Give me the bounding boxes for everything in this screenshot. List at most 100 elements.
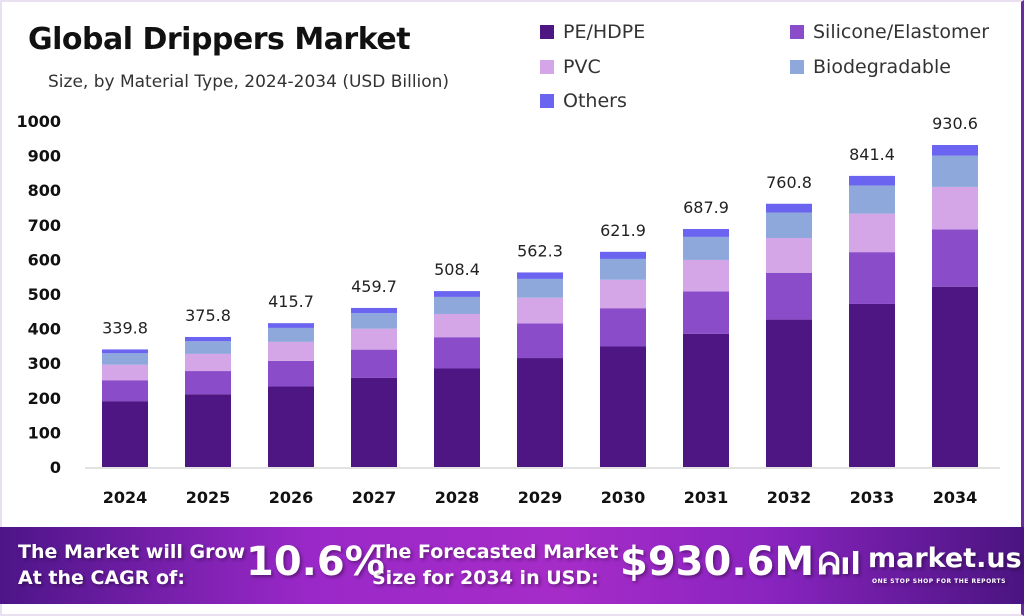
bar-segment-pvc <box>683 259 729 292</box>
legend-item-biodegradable: Biodegradable <box>790 56 951 78</box>
market-us-logo-icon: ᕱıl <box>818 547 861 582</box>
bar-segment-silicone-elastomer <box>434 337 480 369</box>
bar-segment-silicone-elastomer <box>932 229 978 287</box>
bar-segment-pe-hdpe <box>268 386 314 467</box>
cagr-label-line2: At the CAGR of: <box>18 567 185 589</box>
legend-item-pvc: PVC <box>540 56 601 78</box>
bar-segment-biodegradable <box>849 185 895 214</box>
bar-segment-biodegradable <box>434 296 480 314</box>
bar-segment-silicone-elastomer <box>351 349 397 378</box>
brand-tagline: ONE STOP SHOP FOR THE REPORTS <box>872 578 1006 585</box>
forecast-label: The Forecasted Market Size for 2034 in US… <box>372 539 618 591</box>
bar-segment-pe-hdpe <box>102 401 148 467</box>
x-tick-label: 2028 <box>435 488 480 507</box>
bar-segment-others <box>268 323 314 328</box>
bar-segment-pe-hdpe <box>434 368 480 467</box>
bar-segment-pvc <box>600 279 646 309</box>
bar-segment-others <box>434 291 480 297</box>
forecast-label-line1: The Forecasted Market <box>372 541 619 563</box>
bar-segment-pe-hdpe <box>517 358 563 467</box>
total-data-label: 459.7 <box>351 277 397 296</box>
bar-segment-pe-hdpe <box>849 303 895 467</box>
forecast-label-line2: Size for 2034 in USD: <box>372 567 599 589</box>
legend-swatch <box>540 94 554 108</box>
bar-segment-others <box>683 228 729 237</box>
x-tick-label: 2026 <box>269 488 314 507</box>
bar-segment-biodegradable <box>932 155 978 187</box>
bar-segment-silicone-elastomer <box>849 252 895 304</box>
summary-banner: The Market will Grow At the CAGR of: 10.6… <box>0 527 1024 604</box>
bar-segment-others <box>600 251 646 259</box>
y-tick-label: 0 <box>50 458 61 477</box>
total-data-label: 339.8 <box>102 318 148 337</box>
legend-swatch <box>540 25 554 39</box>
y-tick-label: 700 <box>28 216 61 235</box>
bar-segment-pe-hdpe <box>600 346 646 467</box>
legend-label: Silicone/Elastomer <box>813 21 990 43</box>
bar-segment-others <box>849 175 895 186</box>
x-tick-label: 2025 <box>186 488 231 507</box>
legend-item-silicone: Silicone/Elastomer <box>790 21 989 43</box>
chart-title: Global Drippers Market <box>28 22 411 57</box>
total-data-label: 508.4 <box>434 260 480 279</box>
bar-segment-pvc <box>849 213 895 253</box>
bar-segment-pe-hdpe <box>185 394 231 467</box>
bar-segment-pvc <box>932 186 978 230</box>
total-data-label: 687.9 <box>683 198 729 217</box>
y-tick-label: 800 <box>28 181 61 200</box>
legend-label: Biodegradable <box>813 56 951 78</box>
total-data-label: 760.8 <box>766 173 812 192</box>
bar-segment-pvc <box>185 353 231 372</box>
bar-segment-silicone-elastomer <box>766 272 812 320</box>
legend-label: PVC <box>563 56 601 78</box>
legend-swatch <box>540 60 554 74</box>
bar-segment-pe-hdpe <box>351 377 397 467</box>
bar-segment-others <box>102 349 148 354</box>
bar-segment-others <box>932 145 978 156</box>
bar-segment-others <box>185 336 231 342</box>
cagr-label-line1: The Market will Grow <box>18 541 246 563</box>
x-tick-label: 2031 <box>684 488 729 507</box>
bar-segment-pvc <box>517 297 563 324</box>
legend-item-others: Others <box>540 90 627 112</box>
bar-segment-biodegradable <box>517 278 563 298</box>
y-tick-label: 300 <box>28 354 61 373</box>
bar-segment-biodegradable <box>268 327 314 342</box>
bar-segment-biodegradable <box>351 313 397 329</box>
bar-segment-silicone-elastomer <box>102 380 148 402</box>
bar-segment-biodegradable <box>766 212 812 239</box>
bar-segment-silicone-elastomer <box>185 371 231 395</box>
y-tick-label: 1000 <box>16 112 61 131</box>
y-tick-label: 600 <box>28 250 61 269</box>
bar-segment-pvc <box>351 328 397 350</box>
x-tick-label: 2032 <box>767 488 812 507</box>
bar-segment-pvc <box>434 313 480 338</box>
bar-segment-biodegradable <box>102 353 148 365</box>
bar-segment-others <box>766 203 812 213</box>
cagr-value: 10.6% <box>246 539 385 585</box>
bar-segment-pe-hdpe <box>932 286 978 467</box>
legend-swatch <box>790 60 804 74</box>
bar-segment-others <box>517 272 563 279</box>
bar-segment-biodegradable <box>185 341 231 354</box>
legend-label: PE/HDPE <box>563 21 646 43</box>
y-tick-label: 100 <box>28 423 61 442</box>
total-data-label: 562.3 <box>517 241 563 260</box>
bar-segment-pe-hdpe <box>683 333 729 467</box>
x-tick-label: 2034 <box>933 488 978 507</box>
bar-segment-pvc <box>766 238 812 273</box>
x-tick-label: 2024 <box>103 488 148 507</box>
total-data-label: 415.7 <box>268 292 314 311</box>
y-tick-label: 900 <box>28 147 61 166</box>
x-tick-label: 2027 <box>352 488 397 507</box>
y-tick-label: 500 <box>28 285 61 304</box>
x-tick-label: 2029 <box>518 488 563 507</box>
bar-segment-others <box>351 307 397 314</box>
bar-segment-silicone-elastomer <box>268 360 314 387</box>
forecast-value: $930.6M <box>620 539 815 585</box>
bar-segment-biodegradable <box>683 236 729 260</box>
x-tick-label: 2033 <box>850 488 895 507</box>
bar-segment-silicone-elastomer <box>683 291 729 334</box>
bar-segment-pvc <box>102 364 148 381</box>
